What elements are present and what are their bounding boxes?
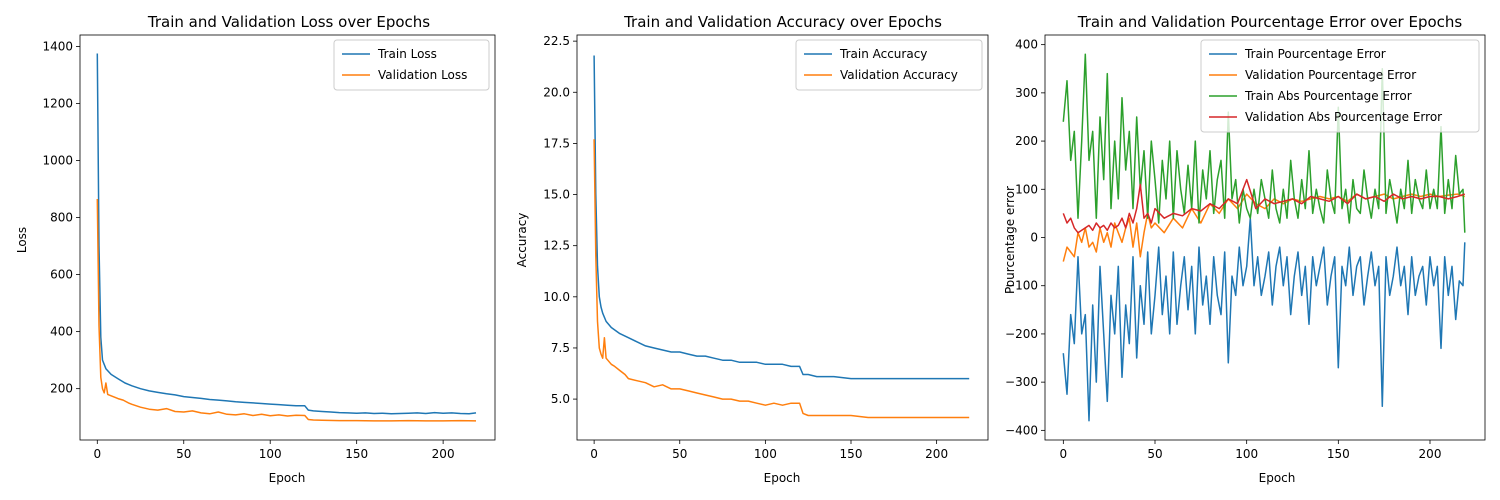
legend-label-2-0: Train Pourcentage Error <box>1244 47 1386 61</box>
legend-label-1-1: Validation Accuracy <box>840 68 958 82</box>
x-tick-label-0-0: 0 <box>93 447 101 461</box>
error-chart-xlabel: Epoch <box>1259 471 1296 485</box>
legend-label-1-0: Train Accuracy <box>839 47 927 61</box>
legend-label-2-2: Train Abs Pourcentage Error <box>1244 89 1412 103</box>
y-tick-label-1-4: 15.0 <box>543 188 570 202</box>
y-tick-label-2-5: 100 <box>1015 182 1038 196</box>
y-tick-label-1-7: 22.5 <box>543 34 570 48</box>
y-tick-label-2-0: −400 <box>1005 423 1038 437</box>
x-tick-label-2-2: 100 <box>1235 447 1258 461</box>
y-tick-label-1-2: 10.0 <box>543 290 570 304</box>
x-tick-label-0-2: 100 <box>259 447 282 461</box>
y-tick-label-0-0: 200 <box>50 382 73 396</box>
legend-box-0 <box>333 39 490 91</box>
y-tick-label-1-3: 12.5 <box>543 239 570 253</box>
x-tick-label-0-3: 150 <box>345 447 368 461</box>
legend-box-2 <box>1200 39 1480 133</box>
y-tick-label-1-0: 5.0 <box>551 392 570 406</box>
accuracy-chart-ylabel: Accuracy <box>515 213 529 268</box>
accuracy-chart: Train and Validation Accuracy over Epoch… <box>515 13 989 485</box>
series-line-0-1 <box>96 198 477 422</box>
axes-frame-0 <box>79 34 496 441</box>
legend-label-2-1: Validation Pourcentage Error <box>1245 68 1416 82</box>
y-tick-label-0-5: 1200 <box>42 96 73 110</box>
legend-label-0-1: Validation Loss <box>378 68 467 82</box>
legend-label-2-3: Validation Abs Pourcentage Error <box>1245 110 1442 124</box>
error-chart-ylabel: Pourcentage error <box>1003 186 1017 294</box>
x-tick-label-1-4: 200 <box>925 447 948 461</box>
series-line-1-0 <box>593 55 970 380</box>
x-tick-label-2-1: 50 <box>1147 447 1162 461</box>
loss-chart-ylabel: Loss <box>15 227 29 253</box>
y-tick-label-0-1: 400 <box>50 325 73 339</box>
y-tick-label-2-1: −300 <box>1005 375 1038 389</box>
x-tick-label-1-0: 0 <box>590 447 598 461</box>
x-tick-label-1-1: 50 <box>672 447 687 461</box>
x-tick-label-2-4: 200 <box>1419 447 1442 461</box>
y-tick-label-2-2: −200 <box>1005 327 1038 341</box>
x-tick-label-1-2: 100 <box>754 447 777 461</box>
x-tick-label-0-1: 50 <box>176 447 191 461</box>
loss-chart: Train and Validation Loss over Epochs Ep… <box>15 13 496 485</box>
axes-frame-1 <box>576 34 989 441</box>
loss-chart-title: Train and Validation Loss over Epochs <box>147 13 430 31</box>
x-tick-label-1-3: 150 <box>840 447 863 461</box>
y-tick-label-2-3: −100 <box>1005 279 1038 293</box>
y-tick-label-0-6: 1400 <box>42 39 73 53</box>
x-tick-label-0-4: 200 <box>432 447 455 461</box>
error-chart-title: Train and Validation Pourcentage Error o… <box>1077 13 1463 31</box>
y-tick-label-2-8: 400 <box>1015 38 1038 52</box>
y-tick-label-0-4: 1000 <box>42 153 73 167</box>
series-line-2-3 <box>1062 178 1466 234</box>
pourcentage-error-chart: Train and Validation Pourcentage Error o… <box>1003 13 1486 485</box>
y-tick-label-1-1: 7.5 <box>551 341 570 355</box>
accuracy-chart-title: Train and Validation Accuracy over Epoch… <box>623 13 942 31</box>
x-tick-label-2-0: 0 <box>1060 447 1068 461</box>
y-tick-label-0-3: 800 <box>50 211 73 225</box>
accuracy-chart-xlabel: Epoch <box>764 471 801 485</box>
series-line-1-1 <box>593 139 970 419</box>
series-line-0-0 <box>96 53 477 415</box>
y-tick-label-2-6: 200 <box>1015 134 1038 148</box>
y-tick-label-2-7: 300 <box>1015 86 1038 100</box>
legend-label-0-0: Train Loss <box>377 47 437 61</box>
legend-box-1 <box>795 39 983 91</box>
y-tick-label-2-4: 0 <box>1030 231 1038 245</box>
y-tick-label-1-5: 17.5 <box>543 136 570 150</box>
x-tick-label-2-3: 150 <box>1327 447 1350 461</box>
y-tick-label-0-2: 600 <box>50 268 73 282</box>
series-line-2-0 <box>1062 217 1466 422</box>
y-tick-label-1-6: 20.0 <box>543 85 570 99</box>
loss-chart-xlabel: Epoch <box>269 471 306 485</box>
